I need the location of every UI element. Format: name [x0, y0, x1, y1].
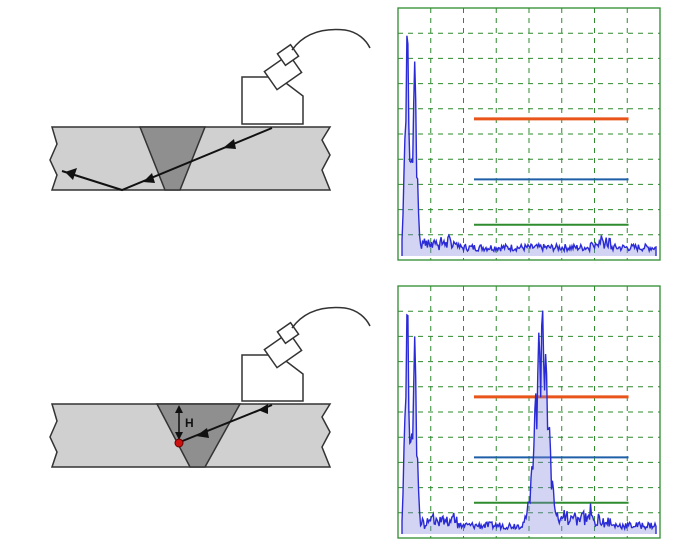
scope-grid [398, 286, 660, 538]
panel-no-defect [49, 7, 661, 261]
weld-seam [138, 126, 207, 191]
transducer-connector [276, 43, 300, 67]
probe-cable [291, 306, 371, 329]
transducer-housing [263, 331, 303, 369]
scope-grid [398, 8, 660, 260]
depth-arrow-bottom [175, 432, 183, 440]
beam-arrowhead [65, 168, 77, 180]
reference-lines [473, 117, 629, 226]
depth-label: H [185, 416, 194, 430]
beam-arrowhead [223, 139, 236, 149]
ultrasonic-beam [179, 404, 273, 443]
defect-marker [174, 438, 184, 448]
probe-cable [291, 28, 371, 51]
transducer-housing [263, 53, 303, 91]
transducer-connector [276, 321, 300, 345]
echo-signal [401, 310, 657, 534]
panel-with-defect: H [49, 285, 661, 539]
beam-arrowhead [258, 404, 268, 414]
beam-arrowhead [143, 173, 155, 183]
beam-arrowhead [196, 428, 209, 438]
depth-arrow-top [175, 405, 183, 413]
ultrasonic-beam [61, 127, 273, 192]
echo-signal [401, 35, 657, 256]
